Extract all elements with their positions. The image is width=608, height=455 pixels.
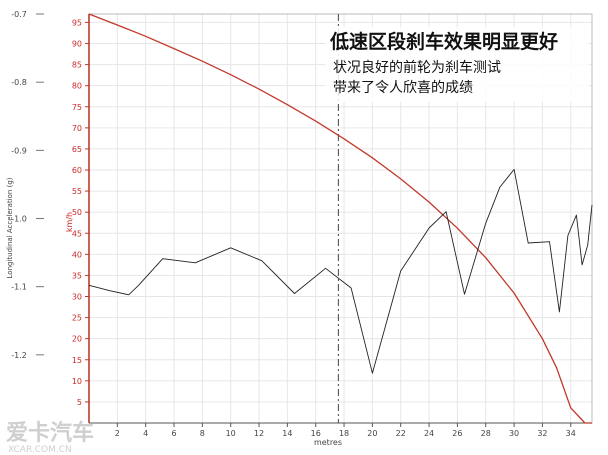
y-left-axis-title: Longitudinal Acceleration (g) [6, 177, 14, 278]
headline-backdrop [325, 27, 589, 102]
speed-tick-label: 35 [72, 271, 82, 280]
headline-line-1: 状况良好的前轮为刹车测试 [333, 59, 501, 76]
y-left-tick-label: -1.2 [11, 351, 27, 360]
speed-tick-label: 90 [72, 40, 82, 49]
watermark-logo: 爱卡汽车 [6, 420, 94, 446]
x-tick-label: 22 [396, 429, 406, 438]
speed-tick-label: 25 [72, 314, 82, 323]
speed-tick-label: 95 [72, 18, 82, 27]
series [88, 13, 593, 424]
x-axis-title: metres [314, 438, 342, 447]
speed-tick-label: 85 [72, 61, 82, 70]
speed-tick-label: 10 [72, 377, 82, 386]
y-right-axis-title: km/h [65, 212, 74, 232]
x-tick-label: 30 [509, 429, 519, 438]
speed-tick-label: 30 [72, 293, 82, 302]
speed-tick-label: 70 [72, 124, 82, 133]
tick-labels: 2 4 6 8 10 12 14 16 18 20 22 24 26 28 30 32 34-0.7-0.8-0… [11, 10, 576, 438]
x-tick-label: 20 [367, 429, 377, 438]
speed-tick-label: 40 [72, 250, 82, 259]
speed-tick-label: 60 [72, 166, 82, 175]
x-tick-label: 6 [171, 429, 176, 438]
speed-tick-label: 20 [72, 335, 82, 344]
axes [36, 13, 593, 427]
speed-tick-label: 65 [72, 145, 82, 154]
speed-tick-label: 50 [72, 208, 82, 217]
headline-title: 低速区段刹车效果明显更好 [329, 30, 558, 53]
x-tick-label: 10 [226, 429, 236, 438]
watermark-url: XCAR.COM.CN [8, 445, 72, 455]
speed-tick-label: 55 [72, 187, 82, 196]
speed-tick-label: 15 [72, 356, 82, 365]
speed-tick-label: 5 [77, 398, 82, 407]
y-left-tick-label: -0.8 [11, 78, 27, 87]
x-tick-label: 34 [566, 429, 576, 438]
speed-tick-label: 80 [72, 82, 82, 91]
y-left-tick-label: -0.7 [11, 10, 27, 19]
acceleration-series-line [88, 168, 593, 374]
x-tick-label: 8 [200, 429, 205, 438]
speed-tick-label: 75 [72, 103, 82, 112]
x-tick-label: 26 [452, 429, 462, 438]
x-tick-label: 24 [424, 429, 434, 438]
headline-block: 低速区段刹车效果明显更好 状况良好的前轮为刹车测试 带来了令人欣喜的成绩 [325, 27, 589, 102]
y-left-tick-label: -0.9 [11, 146, 27, 155]
y-left-tick-label: -1.0 [11, 215, 27, 224]
x-tick-label: 18 [339, 429, 349, 438]
speed-series-line [88, 13, 592, 424]
x-tick-label: 16 [311, 429, 321, 438]
x-tick-label: 32 [537, 429, 547, 438]
x-tick-label: 4 [143, 429, 148, 438]
y-left-tick-label: -1.1 [11, 283, 27, 292]
x-tick-label: 14 [282, 429, 292, 438]
speed-tick-label: 45 [72, 229, 82, 238]
x-tick-label: 12 [254, 429, 264, 438]
x-tick-label: 28 [481, 429, 491, 438]
headline-line-2: 带来了令人欣喜的成绩 [333, 80, 473, 96]
x-tick-label: 2 [115, 429, 120, 438]
watermark: 爱卡汽车 XCAR.COM.CN [6, 420, 94, 455]
